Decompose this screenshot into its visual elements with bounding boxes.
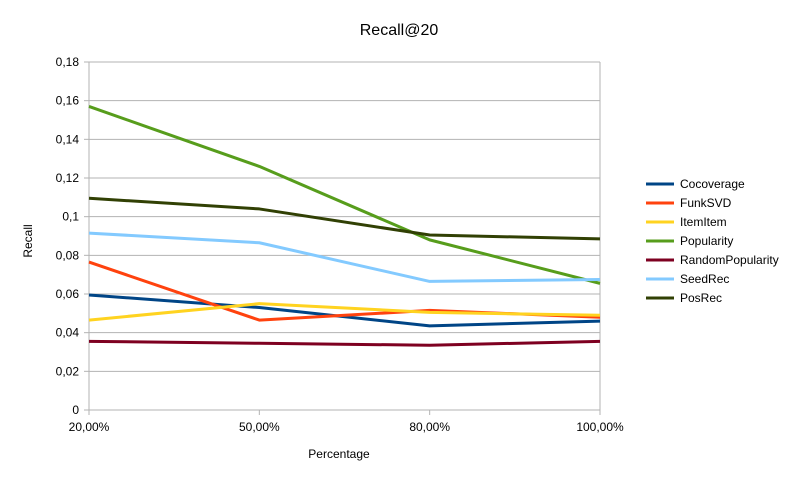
legend-label: SeedRec [680, 272, 729, 286]
x-tick-label: 100,00% [576, 420, 624, 434]
gridlines [88, 61, 601, 411]
chart-title: Recall@20 [360, 22, 439, 39]
y-tick-label: 0,16 [56, 94, 80, 108]
legend-label: Popularity [680, 234, 733, 248]
x-tick-label: 50,00% [239, 420, 280, 434]
legend-label: PosRec [680, 291, 722, 305]
series-line-posrec [88, 196, 601, 241]
y-axis-ticks: 0 0,02 0,04 0,06 0,08 0,1 0,12 0,14 0,16 0,18 [56, 55, 89, 417]
y-tick-label: 0 [72, 403, 79, 417]
series-lines [88, 105, 601, 347]
y-tick-label: 0,04 [56, 326, 80, 340]
series-line-popularity [88, 105, 601, 285]
y-axis-label: Recall [21, 224, 35, 257]
series-line-itemitem [88, 302, 601, 322]
y-tick-label: 0,08 [56, 248, 80, 262]
series-line-cocoverage [88, 293, 601, 328]
y-tick-label: 0,1 [62, 210, 79, 224]
legend-label: RandomPopularity [680, 253, 779, 267]
y-tick-label: 0,12 [56, 171, 80, 185]
y-tick-label: 0,14 [56, 132, 80, 146]
y-tick-label: 0,02 [56, 364, 80, 378]
legend-label: FunkSVD [680, 196, 732, 210]
x-axis-label: Percentage [308, 447, 370, 461]
series-line-seedrec [88, 231, 601, 283]
y-tick-label: 0,06 [56, 287, 80, 301]
y-tick-label: 0,18 [56, 55, 80, 69]
x-tick-label: 20,00% [69, 420, 110, 434]
x-axis-ticks: 20,00% 50,00% 80,00% 100,00% [69, 410, 624, 434]
legend: Cocoverage FunkSVD ItemItem Popularity Rando… [646, 177, 779, 305]
legend-label: ItemItem [680, 215, 727, 229]
legend-label: Cocoverage [680, 177, 745, 191]
x-tick-label: 80,00% [409, 420, 450, 434]
series-line-randompopularity [88, 339, 601, 347]
